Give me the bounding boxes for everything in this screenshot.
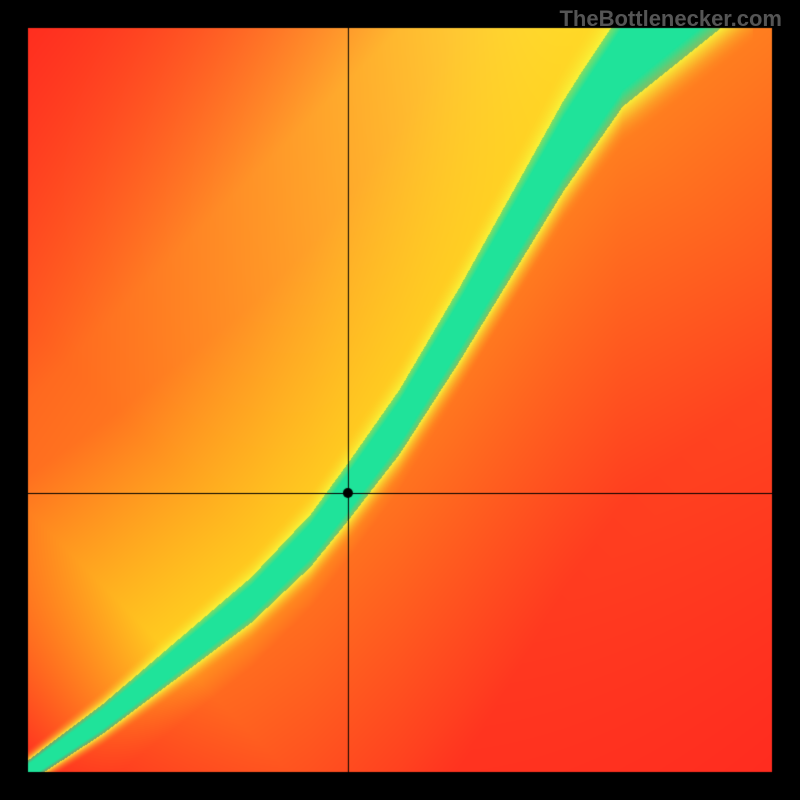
bottleneck-heatmap xyxy=(0,0,800,800)
watermark-text: TheBottlenecker.com xyxy=(559,6,782,32)
